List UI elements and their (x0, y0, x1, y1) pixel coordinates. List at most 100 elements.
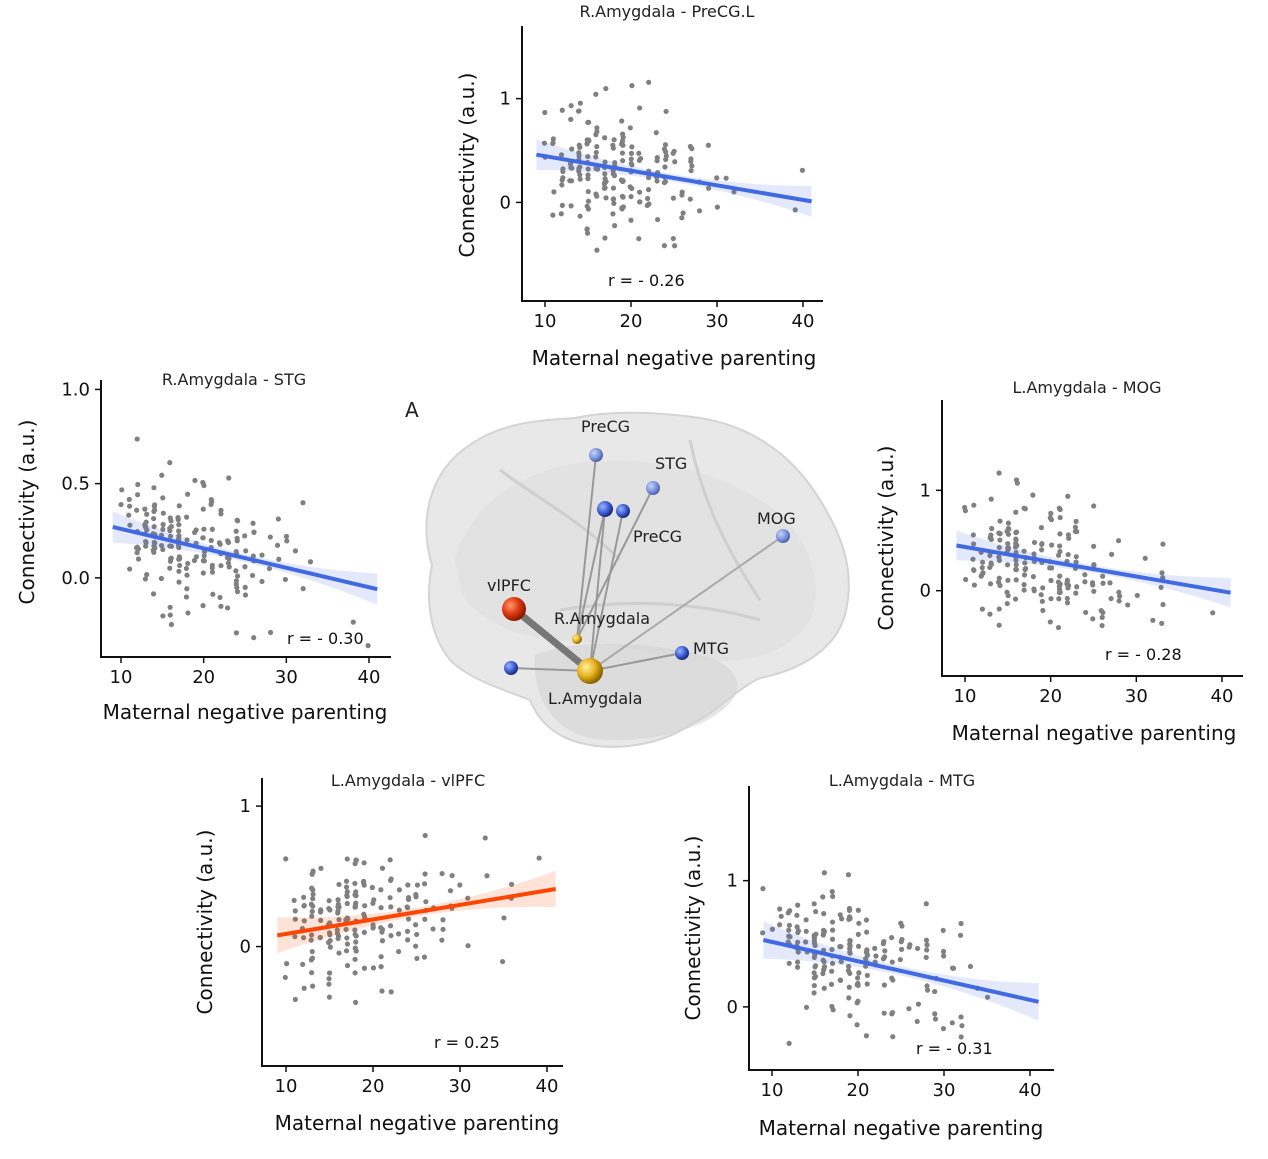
data-point (1091, 562, 1097, 568)
data-point (1074, 584, 1080, 590)
data-point (167, 604, 173, 610)
data-point (326, 994, 333, 1000)
y-tick-label: 1 (727, 871, 738, 892)
data-point (167, 460, 173, 466)
data-point (209, 562, 215, 568)
data-point (200, 506, 206, 512)
data-point (811, 990, 817, 996)
fit-layer (536, 139, 812, 217)
data-point (585, 153, 591, 160)
data-point (997, 537, 1003, 543)
data-point (1066, 582, 1072, 589)
y-tick-label: 0.5 (61, 474, 90, 495)
data-point (414, 931, 420, 938)
data-point (812, 963, 819, 969)
data-point (352, 904, 358, 910)
edge-ramyg-precg-top (576, 454, 597, 640)
node-precg-a (597, 501, 613, 517)
data-point (126, 496, 132, 503)
data-point (645, 187, 652, 193)
x-tick-label: 10 (275, 1076, 298, 1097)
data-point (923, 937, 930, 943)
data-point (846, 914, 853, 920)
data-point (970, 556, 976, 562)
data-point (259, 578, 265, 585)
data-point (1056, 583, 1062, 590)
data-point (594, 144, 600, 150)
data-point (234, 573, 241, 579)
data-point (396, 948, 402, 955)
data-point (185, 560, 191, 567)
data-point (611, 137, 617, 143)
data-point (1057, 514, 1063, 521)
node-front-blue (504, 661, 518, 675)
data-point (176, 568, 182, 574)
data-point (307, 559, 314, 565)
edge-lamyg-vlpfc (511, 606, 593, 674)
data-point (845, 872, 852, 878)
data-point (1056, 552, 1062, 558)
data-point (352, 999, 359, 1006)
data-point (959, 1023, 965, 1029)
data-point (191, 557, 198, 564)
data-point (282, 974, 288, 981)
data-point (1065, 493, 1071, 499)
data-point (932, 1016, 939, 1022)
data-point (158, 575, 165, 582)
data-point (1100, 609, 1106, 616)
data-point (1013, 477, 1020, 483)
data-point (989, 525, 995, 532)
data-point (829, 946, 835, 953)
data-point (387, 923, 394, 929)
data-point (142, 523, 149, 530)
data-point (542, 109, 548, 116)
data-point (585, 119, 591, 126)
data-point (326, 906, 332, 912)
data-point (899, 923, 905, 929)
data-point (200, 535, 206, 541)
data-point (585, 166, 591, 172)
label-stg: STG (655, 454, 687, 473)
data-point (144, 572, 150, 578)
y-tick-label: 0 (727, 997, 738, 1018)
data-point (847, 1013, 853, 1019)
data-point (118, 501, 124, 508)
data-point (996, 622, 1002, 628)
data-point (160, 521, 166, 528)
fit-layer (762, 921, 1040, 1021)
data-point (396, 907, 402, 913)
data-point (906, 944, 912, 950)
data-point (183, 594, 190, 600)
x-tick-label: 40 (792, 311, 815, 332)
data-point (794, 912, 800, 918)
data-point (628, 193, 634, 200)
x-axis-label: Maternal negative parenting (275, 1111, 560, 1135)
label-precg-b: PreCG (633, 527, 682, 546)
data-point (335, 908, 341, 914)
node-vlpfc (502, 597, 526, 621)
data-point (898, 939, 904, 945)
y-tick-label: 0.0 (61, 568, 90, 589)
data-point (619, 118, 625, 124)
data-point (378, 887, 384, 893)
data-point (225, 539, 232, 546)
data-point (636, 236, 642, 242)
data-point (803, 1004, 810, 1010)
data-point (1116, 598, 1122, 604)
data-point (1082, 572, 1088, 578)
data-point (266, 565, 272, 572)
data-point (958, 1034, 964, 1040)
data-point (176, 528, 182, 534)
edge-lamyg-precg-a (589, 508, 606, 672)
data-point (275, 516, 281, 522)
x-tick-label: 40 (1211, 686, 1234, 707)
data-point (208, 501, 214, 507)
y-tick-label: 1 (920, 480, 931, 501)
data-point (855, 931, 861, 937)
data-point (300, 500, 306, 506)
scatter-panel-vlpfc: L.Amygdala - vlPFC 10 20 30 40 0 1 r = 0.25 M… (193, 771, 563, 1135)
data-point (343, 948, 350, 954)
data-point (670, 235, 676, 242)
data-point (439, 937, 445, 943)
